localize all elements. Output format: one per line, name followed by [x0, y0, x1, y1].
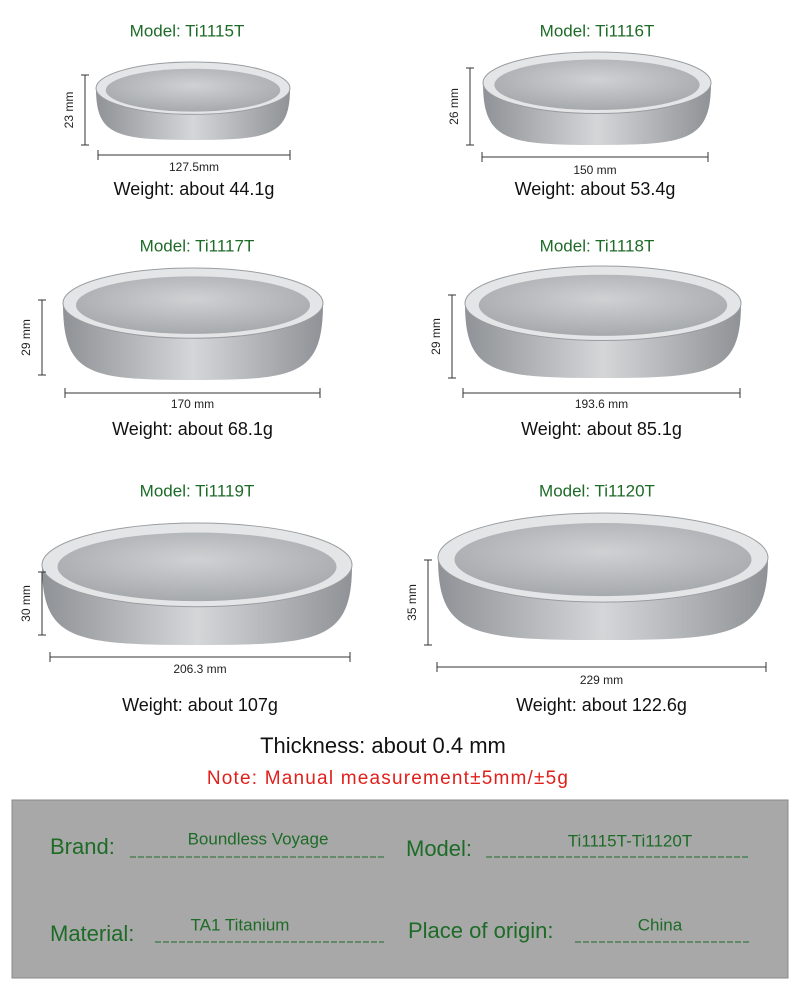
plate-inner [57, 532, 337, 602]
plate [41, 522, 353, 645]
plate-inner [76, 276, 310, 334]
spec-box [11, 799, 789, 979]
plate [464, 265, 742, 378]
spec-label: Material: [50, 921, 134, 946]
diameter-label: 206.3 mm [173, 662, 226, 676]
model-label: Model: Ti1116T [540, 21, 655, 40]
model-label: Model: Ti1115T [130, 21, 245, 40]
diameter-label: 229 mm [580, 673, 623, 687]
thickness: Thickness: about 0.4 mm [260, 733, 506, 758]
spec-value: TA1 Titanium [191, 915, 290, 934]
spec-value: Ti1115T-Ti1120T [568, 831, 692, 850]
diameter-label: 150 mm [573, 163, 616, 177]
model-label: Model: Ti1119T [140, 481, 255, 500]
model-label: Model: Ti1120T [539, 481, 655, 500]
spec-value: China [638, 915, 683, 934]
height-label: 30 mm [19, 585, 33, 622]
height-label: 29 mm [429, 318, 443, 355]
height-label: 23 mm [62, 92, 76, 129]
model-label: Model: Ti1118T [540, 236, 655, 255]
height-label: 29 mm [19, 319, 33, 356]
spec-label: Place of origin: [408, 918, 554, 943]
spec-label: Brand: [50, 834, 115, 859]
plate-inner [105, 68, 281, 112]
plate-inner [494, 59, 700, 111]
diameter-label: 193.6 mm [575, 397, 628, 411]
diameter-label: 170 mm [171, 397, 214, 411]
plate-inner [454, 523, 752, 597]
height-label: 26 mm [447, 88, 461, 125]
weight-label: Weight: about 68.1g [112, 419, 273, 439]
plate [437, 512, 769, 640]
plate-inner [478, 274, 728, 336]
weight-label: Weight: about 53.4g [515, 179, 676, 199]
plate [62, 267, 324, 380]
spec-value: Boundless Voyage [188, 829, 329, 848]
diameter-label: 127.5mm [169, 160, 219, 174]
model-label: Model: Ti1117T [140, 236, 255, 255]
height-label: 35 mm [405, 584, 419, 621]
weight-label: Weight: about 107g [122, 695, 278, 715]
note: Note: Manual measurement±5mm/±5g [207, 768, 569, 789]
weight-label: Weight: about 122.6g [516, 695, 687, 715]
spec-label: Model: [406, 836, 472, 861]
plate [95, 61, 291, 140]
weight-label: Weight: about 44.1g [114, 179, 275, 199]
weight-label: Weight: about 85.1g [521, 419, 682, 439]
plate [482, 51, 712, 145]
